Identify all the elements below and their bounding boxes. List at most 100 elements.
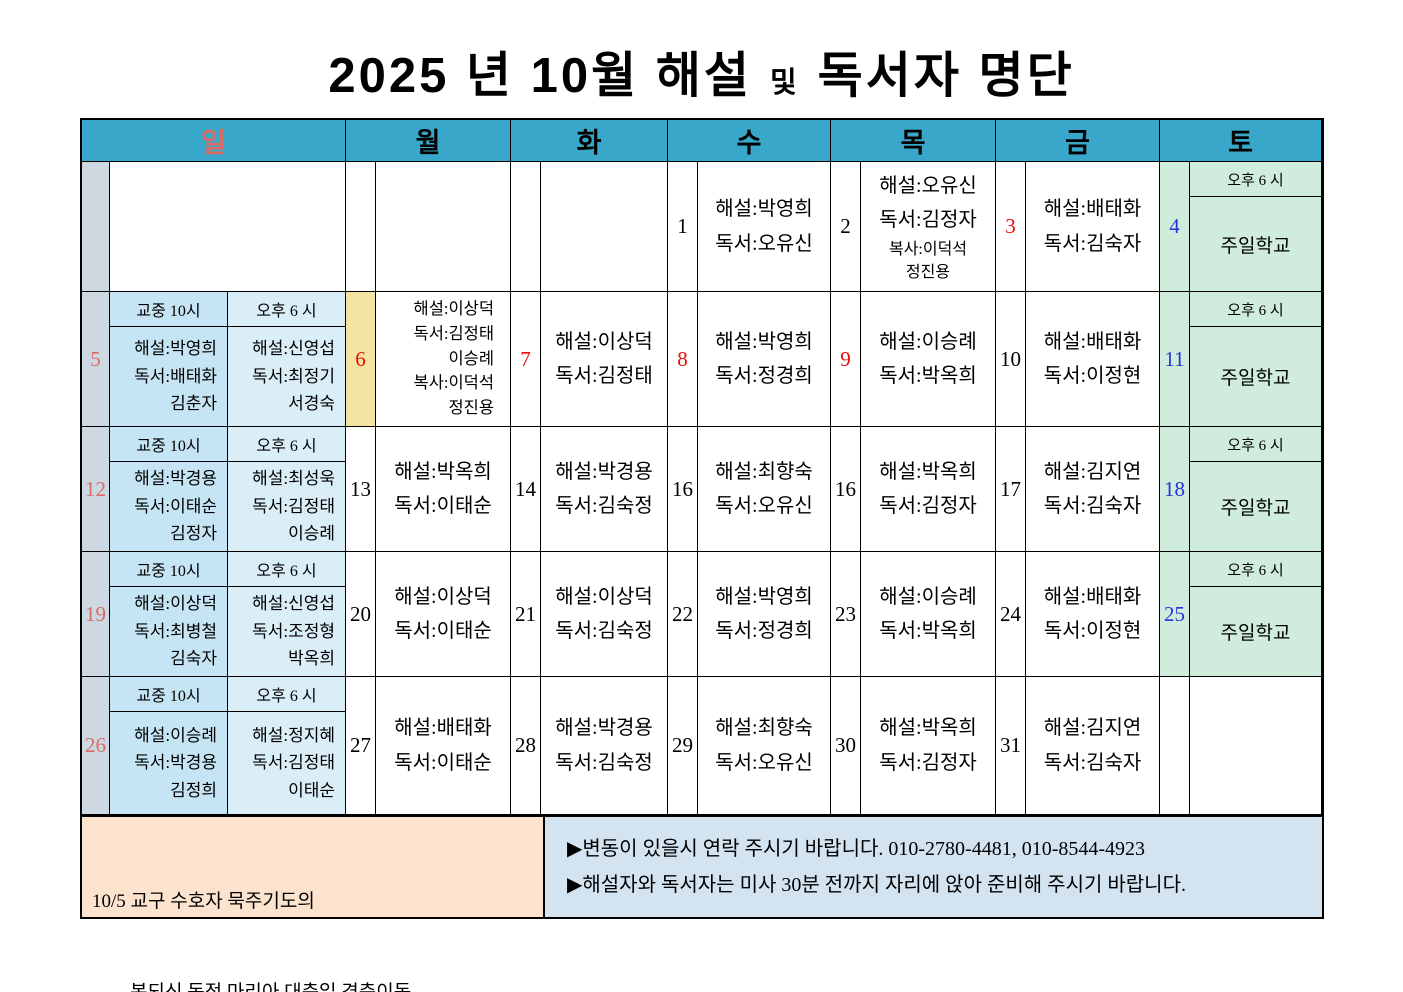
calendar-table: 일 월 화 수 목 금 토 1 해설:박영희 독서:오유신 2 해설:오유신 독서:김정자… (80, 118, 1324, 817)
date-cell: 8 (668, 292, 698, 427)
evening-time-band: 오후 6 시 (1190, 427, 1321, 462)
saturday-date-cell: 4 (1160, 162, 1190, 292)
cell-line: 독서:김정태 (252, 753, 335, 773)
cell-line: 독서:김숙자 (1043, 751, 1142, 774)
cell-line: 해설:박옥희 (879, 717, 977, 740)
saturday-date-cell: 18 (1160, 427, 1190, 552)
mass-names: 해설:박영희 독서:배태화 김춘자 (110, 327, 227, 426)
cell-line: 정진용 (905, 263, 951, 281)
date-cell: 23 (831, 552, 861, 677)
cell-line: 김정희 (170, 780, 217, 800)
day-content-cell: 해설:이상덕 독서:김정태 (541, 292, 668, 427)
header-sat: 토 (1160, 120, 1322, 162)
sunday-mass-cell: 오후 6 시 해설:최성욱 독서:김정태 이승례 (228, 427, 346, 552)
day-content-cell: 해설:오유신 독서:김정자 복사:이덕석 정진용 (861, 162, 996, 292)
cell-line: 독서:이태순 (134, 496, 217, 516)
page-title: 2025 년 10월 해설 및 독서자 명단 (0, 36, 1403, 107)
date-cell: 3 (996, 162, 1026, 292)
mass-time-band: 교중 10시 (110, 552, 227, 587)
cell-line: 이승례 (448, 348, 494, 368)
cell-line: 해설:배태화 (394, 717, 492, 740)
date-cell (346, 162, 376, 292)
day-content-cell: 해설:배태화 독서:김숙자 (1026, 162, 1160, 292)
cell-line: 독서:오유신 (715, 232, 813, 255)
mass-names: 해설:최성욱 독서:김정태 이승례 (228, 462, 345, 551)
date-cell: 6 (346, 292, 376, 427)
cell-line: 해설:박옥희 (394, 460, 492, 483)
cell-line: 독서:김숙정 (555, 495, 653, 517)
cell-line: 독서:김숙자 (1043, 232, 1142, 255)
cell-line: 독서:김정태 (555, 365, 653, 387)
date-cell: 20 (346, 552, 376, 677)
date-cell: 24 (996, 552, 1026, 677)
sunday-empty-cell (110, 162, 346, 292)
cell-line: 독서:박옥희 (879, 365, 977, 387)
date-cell: 16 (668, 427, 698, 552)
cell-line: 해설:이상덕 (394, 585, 492, 608)
day-content-cell: 해설:배태화 독서:이정현 (1026, 552, 1160, 677)
day-content-cell: 해설:이상덕 독서:이태순 (376, 552, 511, 677)
cell-line: 해설:이승례 (879, 585, 977, 608)
mass-time-band: 교중 10시 (110, 427, 227, 462)
cell-line: 해설:정지혜 (252, 725, 335, 745)
header-tue: 화 (511, 120, 668, 162)
cell-line: 독서:김정자 (879, 751, 977, 774)
notes-section: 10/5 교구 수호자 묵주기도의 복되신 동정 마리아 대축일 경축이동 10… (80, 815, 1324, 992)
cell-line: 해설:박영희 (715, 330, 813, 353)
cell-line: 해설:최성욱 (252, 469, 335, 489)
date-cell: 27 (346, 677, 376, 815)
cell-line: 독서:이정현 (1043, 365, 1142, 387)
day-content-cell: 해설:김지연 독서:김숙자 (1026, 427, 1160, 552)
cell-line: 해설:박영희 (715, 198, 813, 221)
cell-line: 해설:신영섭 (252, 339, 335, 359)
mass-time-band: 오후 6 시 (228, 677, 345, 712)
day-content-cell (1190, 677, 1322, 815)
sunday-school-label: 주일학교 (1220, 235, 1291, 257)
sunday-date-cell: 12 (82, 427, 110, 552)
cell-line: 해설:신영섭 (252, 594, 335, 614)
date-cell: 17 (996, 427, 1026, 552)
date-cell (1160, 677, 1190, 815)
cell-line: 독서:김숙정 (555, 751, 653, 774)
cell-line: 해설:김지연 (1043, 717, 1142, 740)
cell-line: 김정자 (170, 524, 217, 544)
cell-line: 독서:김정자 (879, 495, 977, 517)
cell-line: 독서:박경용 (134, 753, 217, 773)
cell-line: 해설:이상덕 (134, 594, 217, 614)
cell-line: 해설:오유신 (879, 174, 977, 197)
day-content-cell: 해설:최향숙 독서:오유신 (698, 677, 831, 815)
cell-line: 해설:박경용 (134, 469, 217, 489)
saturday-date-cell: 11 (1160, 292, 1190, 427)
cell-line: 해설:이승례 (879, 330, 977, 353)
day-content-cell: 해설:박경용 독서:김숙정 (541, 427, 668, 552)
day-content-cell: 해설:배태화 독서:이정현 (1026, 292, 1160, 427)
sunday-mass-cell: 오후 6 시 해설:신영섭 독서:최정기 서경숙 (228, 292, 346, 427)
sunday-school-label: 주일학교 (1220, 368, 1291, 389)
date-cell: 28 (511, 677, 541, 815)
cell-line: 독서:김정태 (252, 496, 335, 516)
sunday-date-cell: 5 (82, 292, 110, 427)
header-thu: 목 (831, 120, 996, 162)
cell-line: 해설:박경용 (555, 717, 653, 740)
note-line: ▶해설자와 독서자는 미사 30분 전까지 자리에 앉아 준비해 주시기 바랍니… (567, 874, 1186, 896)
date-cell: 22 (668, 552, 698, 677)
sunday-date-cell (82, 162, 110, 292)
header-mon: 월 (346, 120, 511, 162)
sunday-date-cell: 19 (82, 552, 110, 677)
cell-line: 해설:이승례 (134, 725, 217, 745)
title-part1: 2025 년 10월 해설 (328, 49, 752, 103)
cell-line: 해설:이상덕 (555, 585, 653, 608)
header-sun: 일 (82, 120, 346, 162)
cell-line: 해설:최향숙 (715, 460, 813, 483)
header-sat-label: 토 (1228, 128, 1253, 158)
day-content-cell (541, 162, 668, 292)
cell-line: 독서:정경희 (715, 365, 813, 387)
header-wed: 수 (668, 120, 831, 162)
date-cell: 2 (831, 162, 861, 292)
day-content-cell: 해설:이승례 독서:박옥희 (861, 552, 996, 677)
mass-time-band: 오후 6 시 (228, 427, 345, 462)
date-cell (511, 162, 541, 292)
